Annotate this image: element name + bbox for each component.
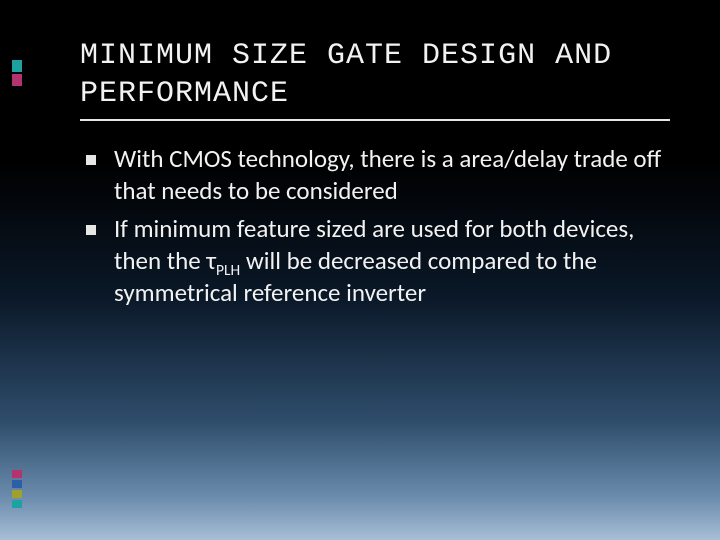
accent-stripe — [12, 60, 22, 508]
bullet-item: With CMOS technology, there is a area/de… — [80, 143, 670, 207]
bullet-item: If minimum feature sized are used for bo… — [80, 213, 670, 309]
accent-bar-teal-icon — [12, 500, 22, 508]
accent-bar-teal-icon — [12, 60, 22, 72]
accent-bar-magenta-icon — [12, 470, 22, 478]
accent-stripe-top — [12, 60, 22, 88]
slide-title: MINIMUM SIZE GATE DESIGN AND PERFORMANCE — [80, 38, 670, 121]
slide-content: MINIMUM SIZE GATE DESIGN AND PERFORMANCE… — [80, 38, 670, 315]
slide-body: With CMOS technology, there is a area/de… — [80, 143, 670, 309]
accent-stripe-bottom — [12, 468, 22, 508]
accent-bar-blue-icon — [12, 480, 22, 488]
accent-bar-magenta-icon — [12, 74, 22, 86]
accent-bar-olive-icon — [12, 490, 22, 498]
